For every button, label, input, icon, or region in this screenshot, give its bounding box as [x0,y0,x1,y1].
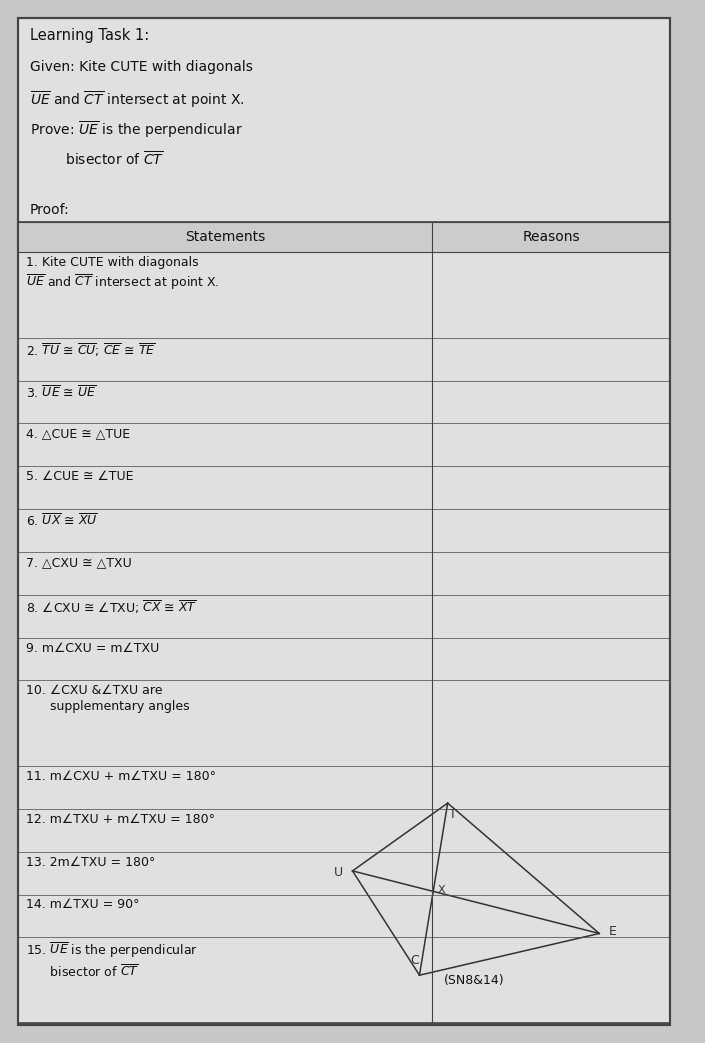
Text: 15. $\overline{UE}$ is the perpendicular
      bisector of $\overline{CT}$: 15. $\overline{UE}$ is the perpendicular… [26,942,198,980]
Text: 6. $\overline{UX}$ ≅ $\overline{XU}$: 6. $\overline{UX}$ ≅ $\overline{XU}$ [26,513,98,529]
Text: X: X [437,886,445,895]
Text: 10. ∠CXU &∠TXU are
      supplementary angles: 10. ∠CXU &∠TXU are supplementary angles [26,684,190,713]
Text: Proof:: Proof: [30,203,70,217]
Text: 14. m∠TXU = 90°: 14. m∠TXU = 90° [26,898,140,912]
Text: 8. ∠CXU ≅ ∠TXU; $\overline{CX}$ ≅ $\overline{XT}$: 8. ∠CXU ≅ ∠TXU; $\overline{CX}$ ≅ $\over… [26,599,197,615]
Text: 2. $\overline{TU}$ ≅ $\overline{CU}$; $\overline{CE}$ ≅ $\overline{TE}$: 2. $\overline{TU}$ ≅ $\overline{CU}$; $\… [26,342,156,359]
Text: E: E [609,925,617,938]
Bar [18,222,670,252]
Text: Statements: Statements [185,231,265,244]
Text: 1. Kite CUTE with diagonals
$\overline{UE}$ and $\overline{CT}$ intersect at poi: 1. Kite CUTE with diagonals $\overline{U… [26,256,219,292]
Text: 7. △CXU ≅ △TXU: 7. △CXU ≅ △TXU [26,556,132,568]
Text: 9. m∠CXU = m∠TXU: 9. m∠CXU = m∠TXU [26,641,159,655]
Text: 11. m∠CXU + m∠TXU = 180°: 11. m∠CXU + m∠TXU = 180° [26,770,216,783]
Text: (SN8&14): (SN8&14) [444,974,505,987]
Text: 12. m∠TXU + m∠TXU = 180°: 12. m∠TXU + m∠TXU = 180° [26,812,215,826]
Text: 13. 2m∠TXU = 180°: 13. 2m∠TXU = 180° [26,855,155,869]
Text: 3. $\overline{UE}$ ≅ $\overline{UE}$: 3. $\overline{UE}$ ≅ $\overline{UE}$ [26,385,97,401]
Text: 5. ∠CUE ≅ ∠TUE: 5. ∠CUE ≅ ∠TUE [26,470,133,483]
Text: Reasons: Reasons [522,231,580,244]
Text: $\overline{UE}$ and $\overline{CT}$ intersect at point X.: $\overline{UE}$ and $\overline{CT}$ inte… [30,90,245,111]
Text: Given: Kite CUTE with diagonals: Given: Kite CUTE with diagonals [30,60,253,74]
Text: T: T [449,808,457,821]
Text: U: U [333,867,343,879]
Text: Prove: $\overline{UE}$ is the perpendicular: Prove: $\overline{UE}$ is the perpendicu… [30,120,243,141]
Text: bisector of $\overline{CT}$: bisector of $\overline{CT}$ [30,150,164,168]
Text: C: C [410,954,419,967]
Text: Learning Task 1:: Learning Task 1: [30,28,149,43]
Text: 4. △CUE ≅ △TUE: 4. △CUE ≅ △TUE [26,428,130,440]
